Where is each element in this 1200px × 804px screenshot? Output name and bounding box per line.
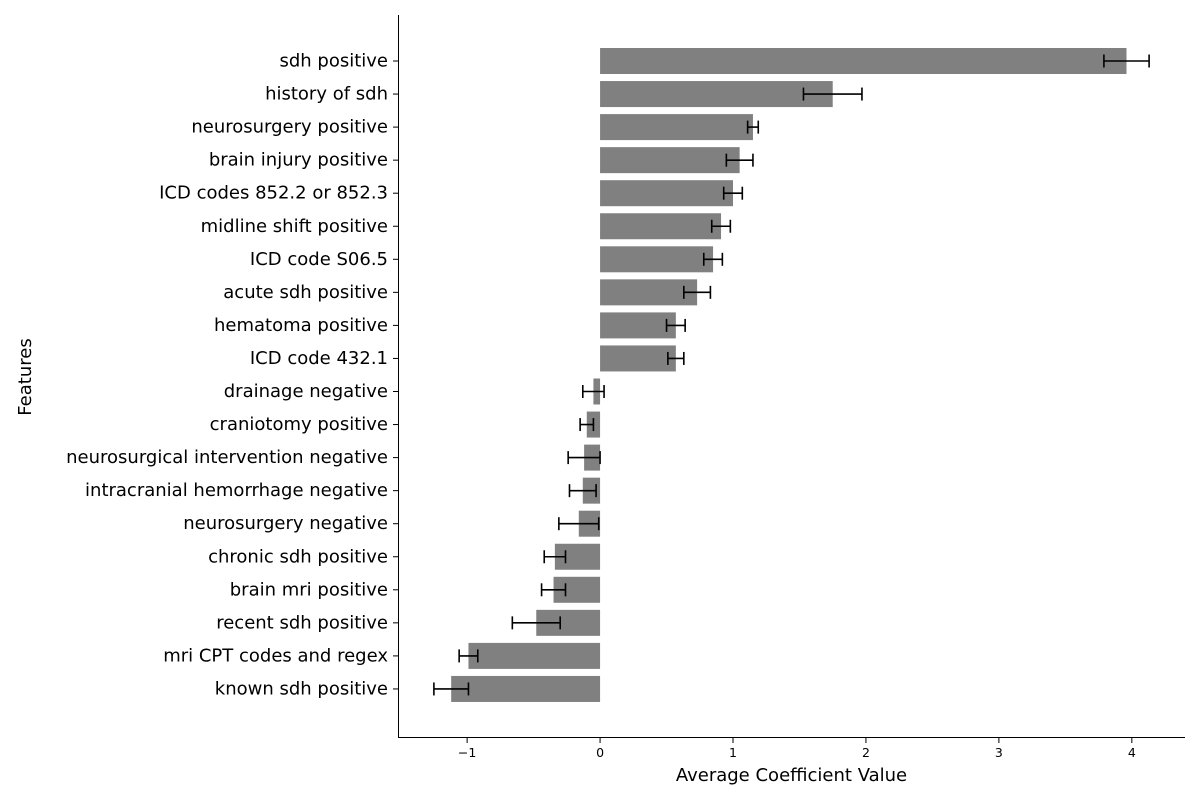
bar <box>600 180 733 206</box>
y-tick-label: neurosurgery positive <box>191 117 388 138</box>
y-tick-label: brain injury positive <box>209 150 388 171</box>
y-tick-label: acute sdh positive <box>223 282 388 303</box>
bars-layer <box>451 48 1126 702</box>
y-tick-label: ICD codes 852.2 or 852.3 <box>159 183 388 204</box>
y-tick-label: mri CPT codes and regex <box>163 645 388 666</box>
bar <box>600 114 753 140</box>
y-tick-label: midline shift positive <box>201 216 388 237</box>
y-tick-label: intracranial hemorrhage negative <box>85 480 388 501</box>
bar <box>468 643 600 669</box>
y-tick-label: ICD code 432.1 <box>250 348 388 369</box>
bar <box>600 279 697 305</box>
bar <box>600 213 721 239</box>
y-tick-label: neurosurgery negative <box>183 513 388 534</box>
x-tick-label: 3 <box>995 745 1003 760</box>
bar <box>600 312 676 338</box>
bar <box>600 147 740 173</box>
x-ticks-layer: −1 0 1 2 3 4 <box>458 738 1136 761</box>
y-tick-label: chronic sdh positive <box>208 546 388 567</box>
x-tick-label: −1 <box>458 745 476 760</box>
x-tick-label: 4 <box>1128 745 1136 760</box>
y-tick-label: hematoma positive <box>214 315 388 336</box>
y-tick-label: brain mri positive <box>230 579 388 600</box>
y-axis-title: Features <box>15 338 36 415</box>
bar <box>600 246 713 272</box>
y-ticks-layer: sdh positive history of sdh neurosurgery p… <box>66 51 398 700</box>
bar <box>600 48 1126 74</box>
x-axis-title: Average Coefficient Value <box>676 765 907 786</box>
x-tick-label: 1 <box>729 745 737 760</box>
x-tick-label: 0 <box>596 745 604 760</box>
errorbars-layer <box>434 55 1149 696</box>
bar <box>600 345 676 371</box>
y-tick-label: recent sdh positive <box>216 612 388 633</box>
y-tick-label: craniotomy positive <box>210 414 388 435</box>
y-tick-label: known sdh positive <box>215 678 388 699</box>
y-tick-label: sdh positive <box>279 51 388 72</box>
x-tick-label: 2 <box>862 745 870 760</box>
bar <box>600 81 833 107</box>
y-tick-label: ICD code S06.5 <box>250 249 388 270</box>
bar <box>451 676 600 702</box>
y-tick-label: neurosurgical intervention negative <box>66 447 388 468</box>
axes-layer <box>398 15 1185 738</box>
y-tick-label: drainage negative <box>224 381 388 402</box>
y-tick-label: history of sdh <box>265 84 388 105</box>
